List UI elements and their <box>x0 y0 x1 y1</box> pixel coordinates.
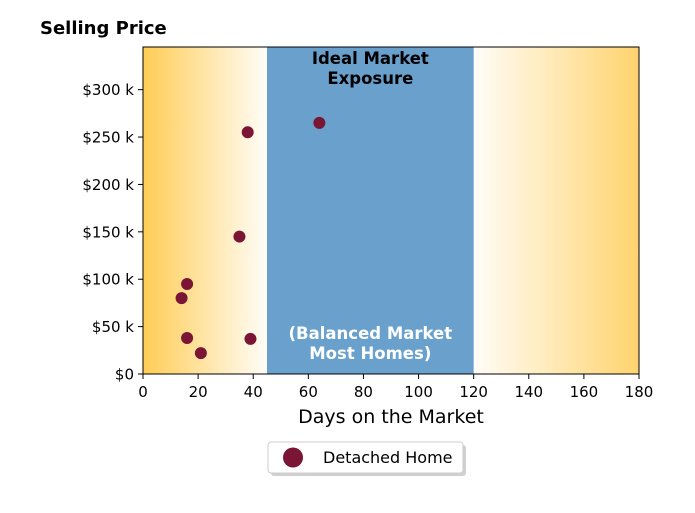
plot-background <box>143 47 639 374</box>
y-tick-label: $200 k <box>82 176 134 194</box>
right-gradient-region <box>473 47 639 374</box>
y-tick-label: $100 k <box>82 271 134 289</box>
chart-title: Selling Price <box>40 18 167 39</box>
x-tick-label: 140 <box>514 383 543 401</box>
y-tick-label: $250 k <box>82 129 134 147</box>
ideal-exposure-band <box>267 47 474 374</box>
band-label-bottom-line: Most Homes) <box>309 344 431 363</box>
band-label-top-line: Ideal Market <box>312 49 429 68</box>
x-axis-label: Days on the Market <box>298 406 484 428</box>
x-tick-label: 100 <box>404 383 433 401</box>
data-point <box>244 332 257 345</box>
y-tick-label: $50 k <box>92 318 134 336</box>
x-tick-label: 120 <box>459 383 488 401</box>
band-label-top-line: Exposure <box>327 69 413 88</box>
x-tick-label: 40 <box>244 383 263 401</box>
data-point <box>181 331 194 344</box>
y-tick-label: $0 <box>115 366 134 384</box>
data-point <box>241 126 254 139</box>
x-tick-label: 0 <box>138 383 148 401</box>
x-tick-label: 80 <box>354 383 373 401</box>
x-tick-label: 20 <box>189 383 208 401</box>
legend-marker <box>283 447 303 468</box>
data-point <box>233 230 246 243</box>
y-tick-label: $150 k <box>82 223 134 241</box>
band-rect <box>267 47 474 374</box>
x-tick-label: 160 <box>570 383 599 401</box>
legend-label: Detached Home <box>323 448 453 467</box>
data-point <box>194 347 207 360</box>
x-tick-label: 180 <box>625 383 654 401</box>
data-point <box>181 277 194 290</box>
left-gradient-region <box>143 47 267 374</box>
band-label-bottom-line: (Balanced Market <box>289 324 453 343</box>
data-point <box>313 116 326 129</box>
y-tick-label: $300 k <box>82 81 134 99</box>
legend: Detached Home <box>267 441 466 476</box>
plot-frame <box>142 46 640 375</box>
legend-box <box>267 441 464 474</box>
axes: 0 20 40 60 80 100 120 140 160 180 $0 $50 k $100 k $15… <box>82 46 654 401</box>
x-tick-label: 60 <box>299 383 318 401</box>
data-points <box>175 116 326 360</box>
data-point <box>175 292 188 305</box>
